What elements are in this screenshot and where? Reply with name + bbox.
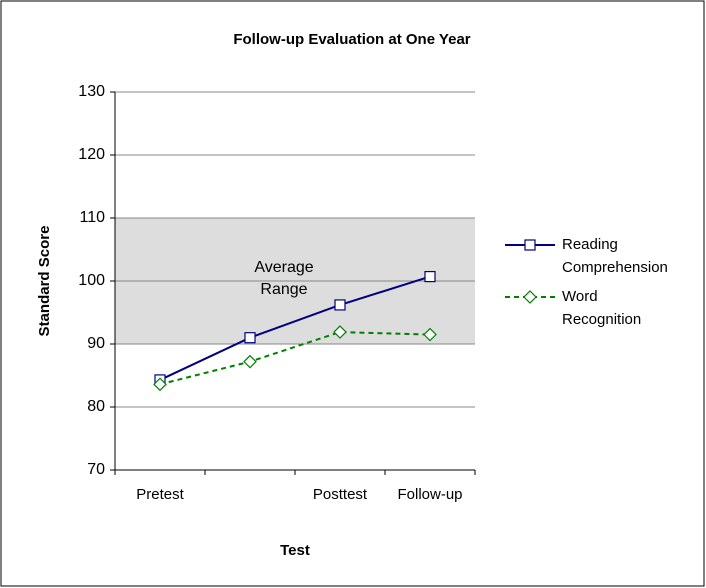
y-tick-label: 80 (87, 398, 105, 415)
chart-title: Follow-up Evaluation at One Year (233, 31, 470, 48)
marker (243, 354, 257, 369)
x-axis-label: Test (280, 542, 310, 559)
series-line (159, 275, 431, 381)
y-tick-label: 120 (78, 146, 105, 163)
y-tick-label: 130 (78, 83, 105, 100)
marker (423, 327, 437, 342)
y-tick-label: 110 (79, 209, 105, 226)
marker (244, 332, 256, 344)
marker (153, 377, 167, 392)
y-tick-label: 70 (87, 461, 105, 478)
y-tick-label: 90 (87, 335, 105, 352)
legend-label: Reading Comprehension (562, 236, 668, 276)
x-tick-label: Posttest (313, 486, 368, 503)
x-tick-label: Pretest (136, 486, 184, 503)
y-tick-label: 100 (78, 272, 105, 289)
marker (333, 325, 347, 339)
series-line (159, 331, 431, 386)
x-tick-label: Follow-up (397, 486, 462, 503)
legend-label: Word Recognition (562, 288, 641, 328)
marker (523, 290, 537, 304)
marker (334, 299, 346, 311)
annotation: Average (254, 259, 313, 276)
marker (424, 270, 436, 283)
annotation: Range (260, 281, 307, 298)
marker (524, 239, 536, 251)
y-axis-label: Standard Score (36, 226, 53, 337)
